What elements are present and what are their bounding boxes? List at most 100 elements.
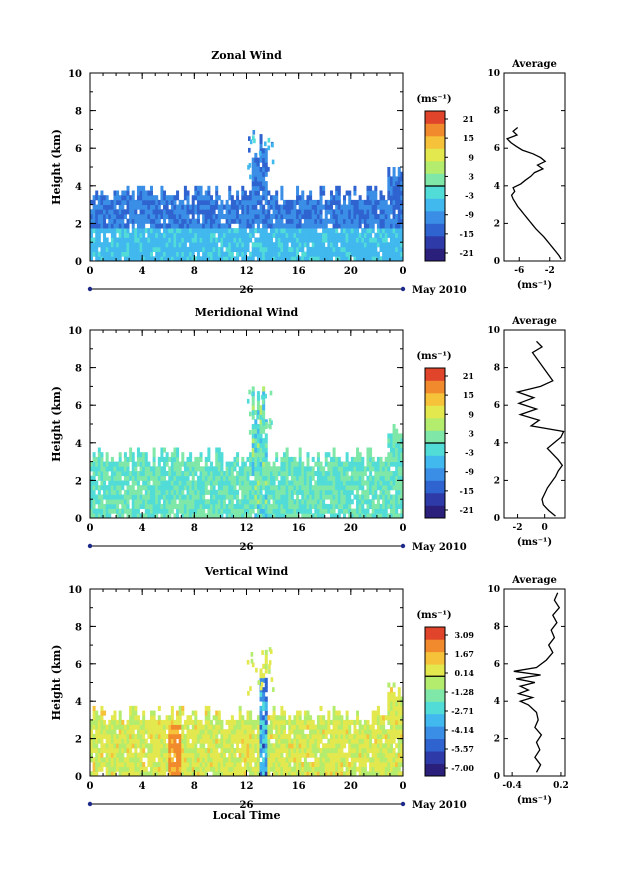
heatmap-cell	[389, 246, 393, 252]
heatmap-cell	[319, 466, 323, 472]
heatmap-cell	[335, 747, 339, 754]
heatmap-cell	[285, 733, 289, 739]
heatmap-cell	[316, 256, 320, 262]
heatmap-cell	[186, 752, 190, 758]
heatmap-cell	[285, 256, 289, 262]
heatmap-cell	[306, 719, 310, 725]
heatmap-cell	[267, 190, 271, 196]
heatmap-cell	[123, 508, 127, 514]
heatmap-cell	[194, 503, 198, 509]
heatmap-cell	[249, 710, 253, 716]
heatmap-cell	[382, 485, 386, 491]
heatmap-cell	[131, 489, 135, 495]
heatmap-cell	[178, 246, 182, 252]
heatmap-cell	[163, 199, 167, 205]
heatmap-cell	[228, 761, 232, 768]
heatmap-cell	[262, 705, 266, 711]
heatmap-cell	[340, 466, 344, 472]
heatmap-cell	[246, 246, 250, 252]
heatmap-cell	[298, 218, 302, 224]
heatmap-cell	[345, 466, 349, 472]
heatmap-cell	[225, 471, 229, 477]
heatmap-cell	[103, 242, 107, 248]
heatmap-cell	[298, 456, 302, 462]
heatmap-cell	[363, 209, 367, 215]
heatmap-cell	[238, 503, 242, 509]
heatmap-cell	[277, 214, 281, 220]
heatmap-cell	[139, 251, 143, 257]
heatmap-cell	[280, 195, 284, 201]
heatmap-cell	[384, 466, 388, 472]
heatmap-cell	[277, 480, 281, 486]
heatmap-cell	[178, 218, 182, 224]
heatmap-cell	[142, 185, 146, 191]
heatmap-cell	[163, 456, 167, 462]
heatmap-cell	[322, 513, 326, 519]
heatmap-cell	[90, 747, 94, 754]
heatmap-cell	[129, 485, 133, 491]
heatmap-cell	[335, 710, 339, 716]
heatmap-cell	[337, 743, 341, 749]
heatmap-cell	[277, 715, 281, 721]
heatmap-cell	[202, 513, 206, 519]
heatmap-cell	[283, 199, 287, 205]
colorbar-segment	[425, 173, 445, 187]
heatmap-cell	[384, 503, 388, 509]
average-y-tick-label: 2	[494, 476, 500, 486]
heatmap-cell	[233, 218, 237, 224]
heatmap-cell	[90, 218, 94, 224]
heatmap-cell	[100, 246, 104, 252]
heatmap-cell	[152, 766, 156, 772]
heatmap-cell	[277, 771, 281, 777]
heatmap-cell	[207, 508, 211, 514]
heatmap-cell	[267, 766, 271, 772]
heatmap-cell	[366, 232, 370, 238]
heatmap-cell	[290, 242, 294, 248]
heatmap-cell	[147, 489, 151, 495]
heatmap-cell	[379, 466, 383, 472]
heatmap-cell	[329, 456, 333, 462]
heatmap-cell	[121, 513, 125, 519]
heatmap-cell	[345, 494, 349, 500]
heatmap-cell	[202, 494, 206, 500]
heatmap-cell	[400, 471, 404, 477]
heatmap-cell	[293, 228, 297, 234]
heatmap-cell	[233, 494, 237, 500]
heatmap-cell	[353, 237, 357, 243]
heatmap-cell	[196, 513, 200, 519]
heatmap-cell	[149, 246, 153, 252]
heatmap-cell	[374, 485, 378, 491]
heatmap-cell	[165, 195, 169, 201]
heatmap-cell	[392, 471, 396, 477]
heatmap-cell	[121, 729, 125, 735]
heatmap-cell	[382, 246, 386, 252]
heatmap-cell	[136, 494, 140, 500]
heatmap-cell	[246, 499, 250, 505]
heatmap-cell	[343, 471, 347, 477]
heatmap-cell	[356, 218, 360, 224]
heatmap-cell	[92, 218, 96, 224]
heatmap-cell	[225, 513, 229, 519]
heatmap-cell	[350, 456, 354, 462]
heatmap-cell	[309, 771, 313, 777]
heatmap-cell	[123, 729, 127, 735]
heatmap-cell	[303, 471, 307, 477]
heatmap-cell	[392, 256, 396, 262]
heatmap-cell	[100, 471, 104, 477]
heatmap-cell	[324, 232, 328, 238]
heatmap-cell	[131, 251, 135, 257]
heatmap-cell	[369, 228, 373, 234]
heatmap-cell	[395, 428, 399, 434]
heatmap-cell	[212, 209, 216, 215]
heatmap-cell	[371, 503, 375, 509]
heatmap-cell	[126, 461, 130, 467]
heatmap-cell	[215, 738, 219, 744]
heatmap-cell	[170, 738, 174, 744]
heatmap-cell	[194, 738, 198, 744]
heatmap-cell	[309, 256, 313, 262]
heatmap-cell	[322, 508, 326, 514]
heatmap-cell	[181, 452, 185, 458]
heatmap-cell	[155, 719, 159, 725]
heatmap-cell	[136, 715, 140, 721]
heatmap-cell	[324, 508, 328, 514]
